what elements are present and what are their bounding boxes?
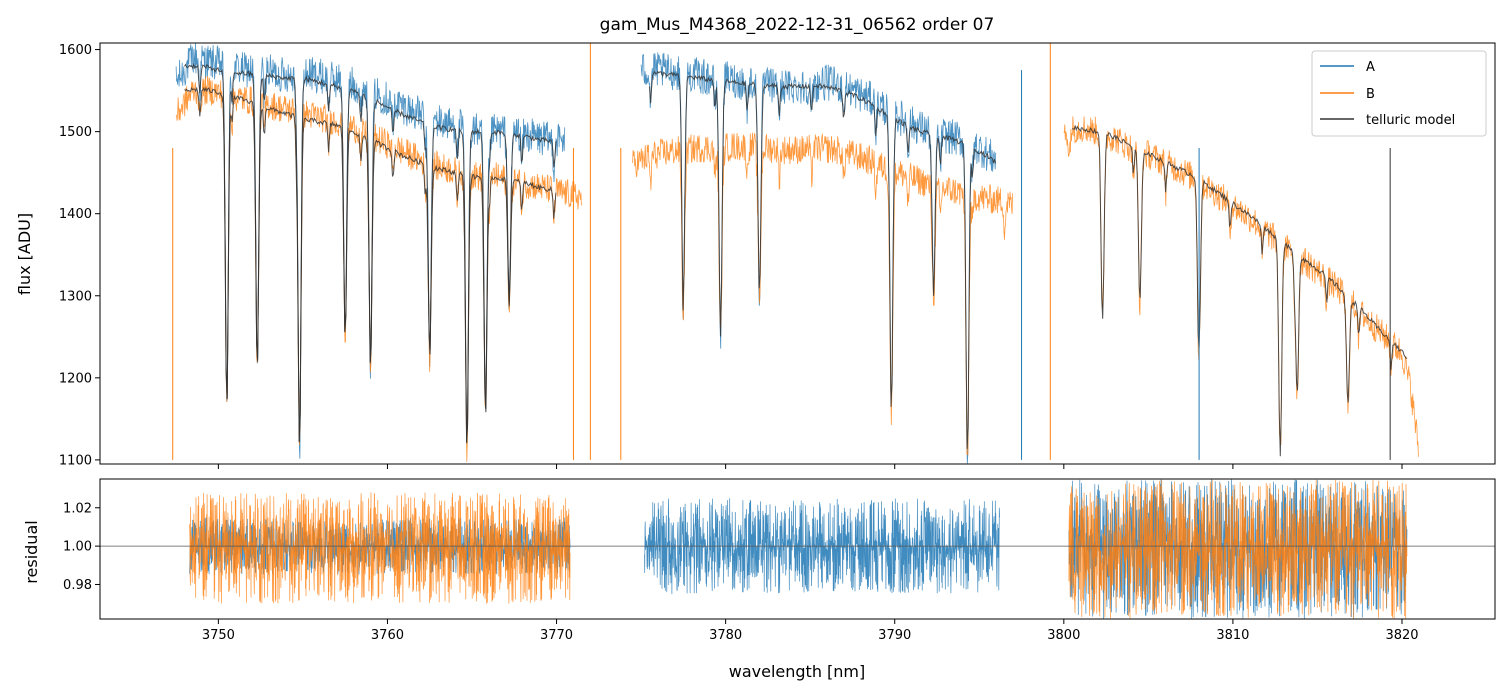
bottom-panel: 0.98 1.00 1.02 3750 3760 3770 3780 3790 3800 381… bbox=[22, 478, 1496, 681]
top-y-tick-label-1: 1200 bbox=[59, 371, 92, 386]
x-tick-label-6: 3810 bbox=[1216, 628, 1249, 643]
series-b-segment-2 bbox=[1063, 116, 1419, 457]
top-y-axis-label: flux [ADU] bbox=[15, 213, 34, 295]
x-tick-label-2: 3770 bbox=[540, 628, 573, 643]
legend-label-b: B bbox=[1366, 87, 1375, 102]
residual-band-b-4 bbox=[1068, 479, 1408, 619]
top-plot-area bbox=[172, 43, 1419, 464]
top-y-tick-label-5: 1600 bbox=[59, 43, 92, 58]
top-x-ticks bbox=[217, 464, 1403, 469]
bottom-panel-frame bbox=[99, 478, 1496, 620]
bottom-y-tick-label-0: 0.98 bbox=[63, 578, 92, 593]
legend-label-telluric-model: telluric model bbox=[1366, 113, 1455, 128]
x-axis-label: wavelength [nm] bbox=[729, 662, 866, 681]
x-tick-label-0: 3750 bbox=[202, 628, 235, 643]
x-tick-label-3: 3780 bbox=[709, 628, 742, 643]
x-tick-label-7: 3820 bbox=[1385, 628, 1418, 643]
legend-box bbox=[1311, 50, 1487, 137]
bottom-y-axis: 0.98 1.00 1.02 bbox=[63, 501, 100, 593]
x-tick-label-1: 3760 bbox=[371, 628, 404, 643]
top-y-axis: 1100 1200 1300 1400 1500 1600 bbox=[59, 43, 100, 468]
top-panel-frame bbox=[99, 42, 1496, 465]
bottom-y-tick-label-2: 1.02 bbox=[63, 501, 92, 516]
top-y-tick-label-2: 1300 bbox=[59, 289, 92, 304]
series-b-segment-1 bbox=[632, 132, 1013, 456]
x-tick-label-4: 3790 bbox=[878, 628, 911, 643]
bottom-y-tick-label-1: 1.00 bbox=[63, 540, 92, 555]
series-telluric-model-segment-2 bbox=[649, 70, 996, 449]
legend: A B telluric model bbox=[1311, 50, 1487, 137]
series-telluric-model-segment-3 bbox=[1072, 124, 1408, 457]
top-panel: 1100 1200 1300 1400 1500 1600 flux [ADU] A B … bbox=[15, 42, 1496, 469]
chart-title: gam_Mus_M4368_2022-12-31_06562 order 07 bbox=[600, 15, 995, 35]
top-y-tick-label-3: 1400 bbox=[59, 207, 92, 222]
residual-band-a-2 bbox=[644, 498, 1000, 595]
residual-plot-area bbox=[100, 479, 1495, 619]
bottom-y-axis-label: residual bbox=[22, 520, 41, 583]
top-y-tick-label-4: 1500 bbox=[59, 125, 92, 140]
legend-label-a: A bbox=[1366, 60, 1375, 75]
x-tick-label-5: 3800 bbox=[1047, 628, 1080, 643]
top-y-tick-label-0: 1100 bbox=[59, 453, 92, 468]
series-telluric-model-segment-1 bbox=[184, 86, 557, 443]
x-axis: 3750 3760 3770 3780 3790 3800 3810 3820 bbox=[202, 619, 1419, 643]
series-b-segment-0 bbox=[175, 76, 582, 462]
